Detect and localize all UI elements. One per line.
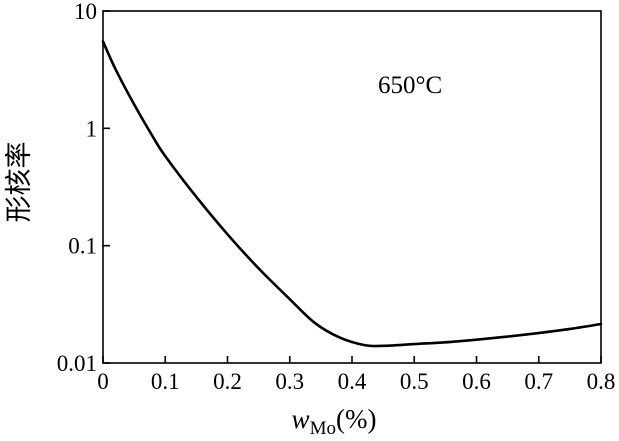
- x-tick-label-5: 0.5: [400, 369, 429, 394]
- y-tick-label-1: 0.1: [68, 234, 97, 259]
- x-axis-label-symbol: w: [292, 404, 310, 434]
- x-tick-label-7: 0.7: [524, 369, 553, 394]
- x-tick-label-1: 0.1: [151, 369, 180, 394]
- x-tick-label-6: 0.6: [462, 369, 491, 394]
- series-line: [101, 40, 603, 348]
- y-tick-label-3: 10: [74, 0, 97, 24]
- x-tick-label-0: 0: [97, 369, 109, 394]
- x-tick-label-3: 0.3: [275, 369, 304, 394]
- y-axis-tick-labels: 0.01 0.1 1 10: [57, 0, 97, 376]
- x-axis-label-subscript: Mo: [310, 418, 336, 439]
- x-tick-label-2: 0.2: [213, 369, 242, 394]
- y-axis-ticks: [103, 10, 110, 364]
- x-axis-tick-labels: 0 0.1 0.2 0.3 0.4 0.5 0.6 0.7 0.8: [97, 369, 615, 394]
- plot-frame: [102, 10, 602, 364]
- y-tick-label-0: 0.01: [57, 351, 97, 376]
- x-axis-ticks: [102, 356, 602, 363]
- x-tick-label-4: 0.4: [338, 369, 367, 394]
- x-tick-label-8: 0.8: [587, 369, 616, 394]
- x-axis-label: wMo(%): [292, 404, 377, 439]
- y-axis-label: 形核率: [4, 142, 35, 223]
- x-axis-label-unit: (%): [336, 404, 376, 434]
- y-tick-label-2: 1: [86, 116, 98, 141]
- annotation-temperature: 650°C: [378, 72, 442, 99]
